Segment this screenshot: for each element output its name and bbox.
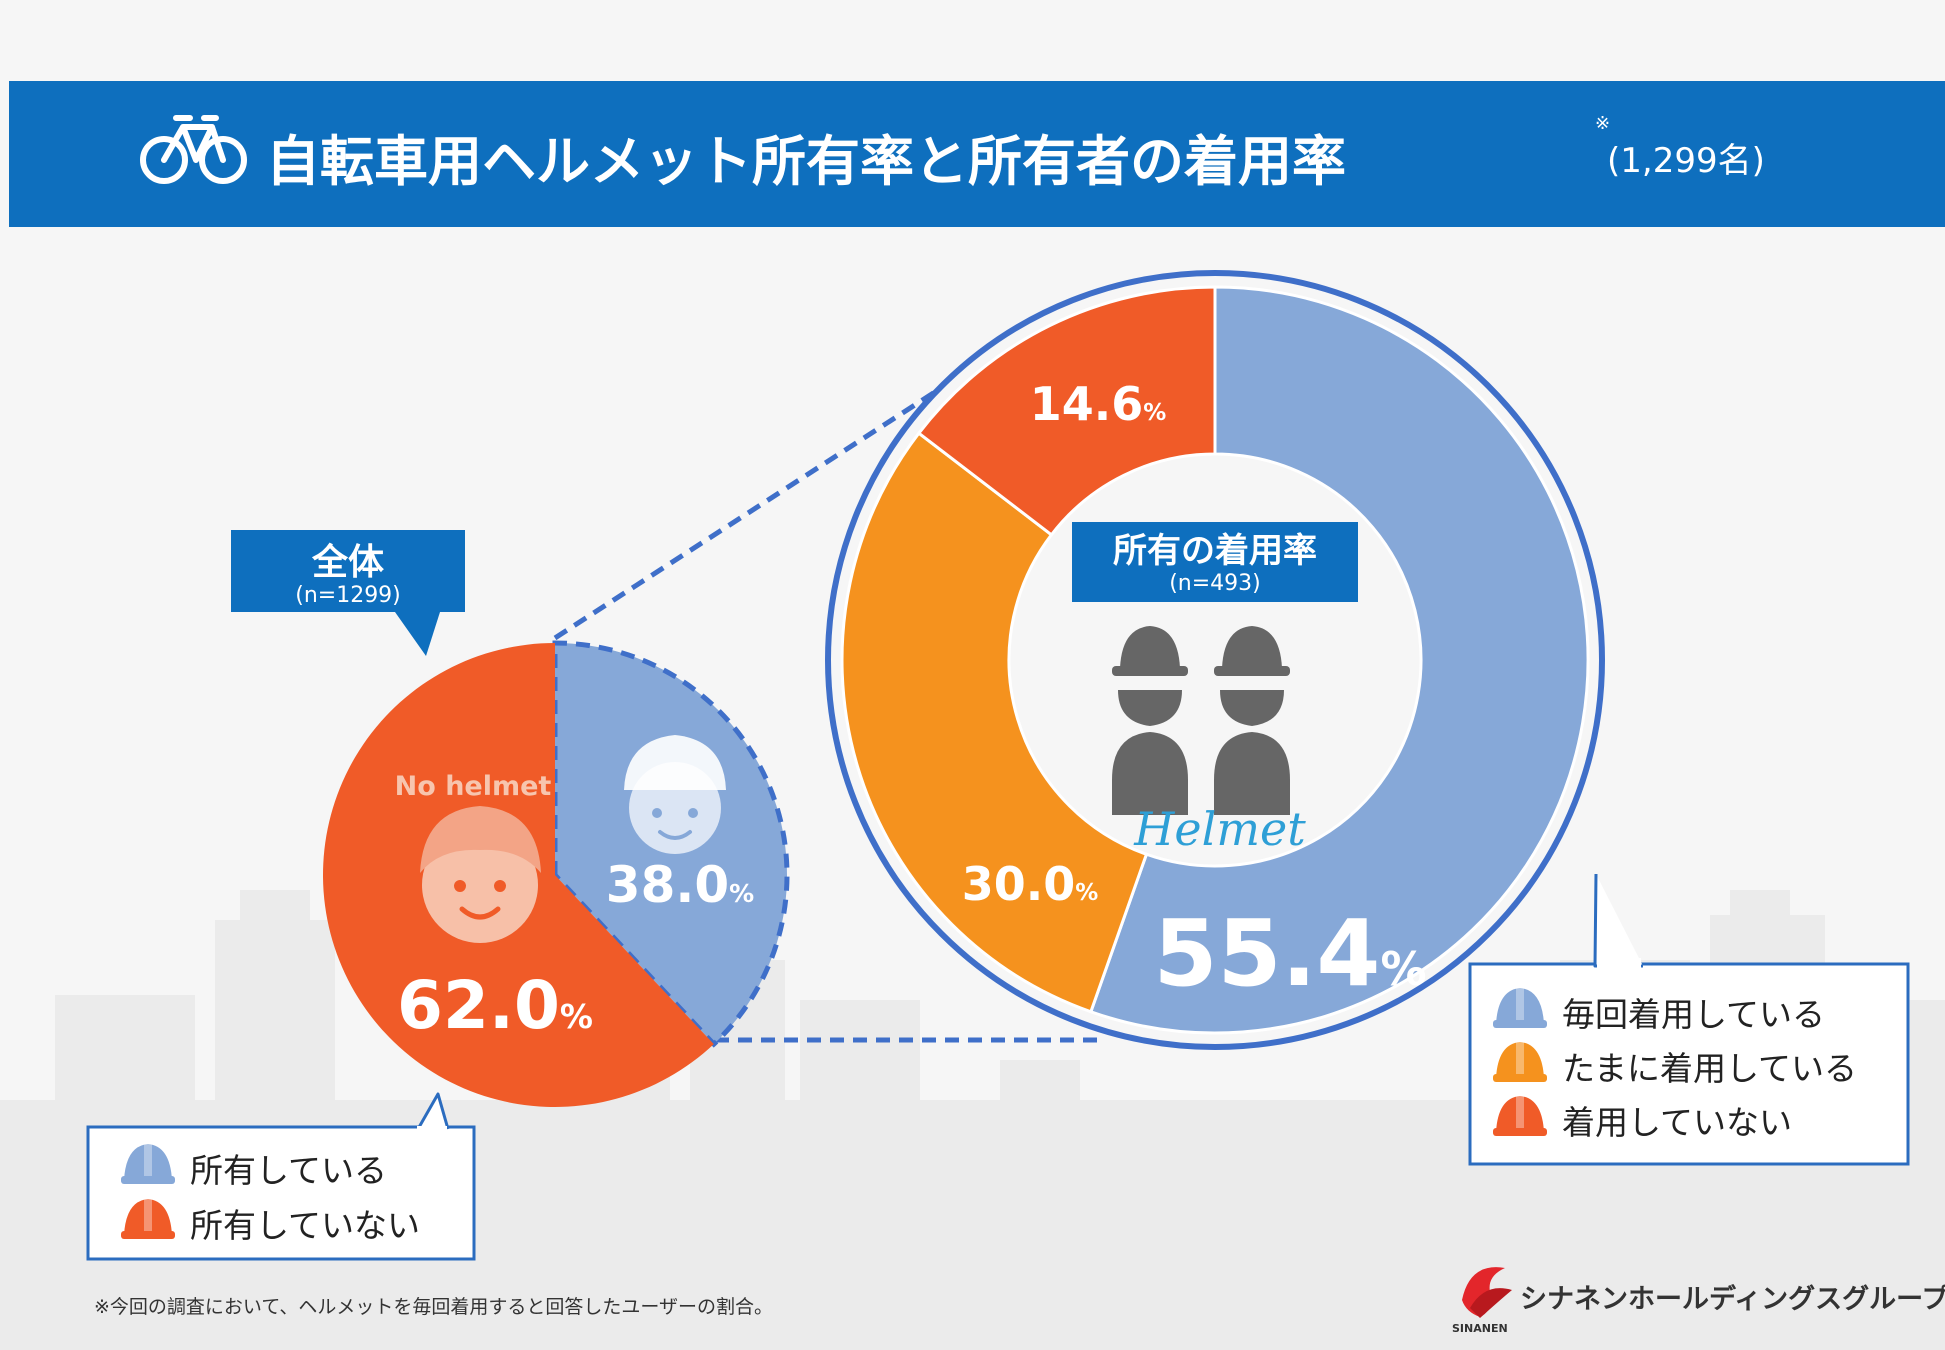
donut-center-label: 所有の着用率 (n=493): [1072, 522, 1358, 602]
donut-outline-ring: [825, 270, 1605, 1050]
wearing-rate-donut-chart: 55.4% 30.0% 14.6%: [840, 285, 1590, 1035]
legend-always-wear-label: 毎回着用している: [1562, 995, 1825, 1034]
never-wear-segment: [916, 285, 1217, 537]
legend-always-wear-helmet-icon: [1493, 988, 1547, 1028]
overall-pie-chart: 38.0%62.0% No helmet: [323, 640, 790, 1107]
owned-percent-label: 38.0%: [606, 856, 754, 914]
footnote: ※今回の調査において、ヘルメットを毎回着用すると回答したユーザーの割合。: [94, 1296, 773, 1318]
sometimes-wear-segment: [840, 431, 1149, 1014]
header-bar: [9, 81, 1945, 227]
no-helmet-face-icon: [420, 806, 541, 943]
not-owned-percent-label: 62.0%: [397, 967, 593, 1044]
legend-sometimes-wear-helmet-icon: [1493, 1042, 1547, 1082]
legend-never-wear-helmet-icon: [1493, 1096, 1547, 1136]
legend-not-owned-helmet-icon: [121, 1199, 175, 1239]
legend-not-owned-label: 所有していない: [190, 1206, 420, 1245]
donut-center-title: 所有の着用率: [1113, 531, 1317, 571]
bicycle-icon: [140, 115, 247, 184]
always-wear-segment: [1088, 285, 1590, 1035]
helmet-face-icon: [624, 735, 726, 854]
brand-sub: SINANEN: [1452, 1322, 1508, 1335]
donut-sample-size: (n=493): [1169, 571, 1261, 596]
overall-sample-size: (n=1299): [295, 583, 401, 608]
title-asterisk: ※: [1595, 113, 1610, 134]
sample-size: (1,299名): [1607, 141, 1765, 181]
overall-label-box: 全体 (n=1299): [231, 530, 465, 656]
legend-sometimes-wear-label: たまに着用している: [1562, 1049, 1857, 1088]
always-wear-percent-label: 55.4%: [1153, 900, 1426, 1007]
overall-label: 全体: [311, 541, 384, 583]
helmet-people-icon: [1112, 626, 1290, 815]
sinanen-logo: SINANEN: [1452, 1267, 1512, 1335]
zoom-connector-lines: [553, 387, 1103, 1043]
never-wear-percent-label: 14.6%: [1030, 377, 1167, 431]
helmet-script-label: Helmet: [1133, 802, 1306, 856]
brand-name: シナネンホールディングスグループ: [1520, 1283, 1945, 1315]
page-title: 自転車用ヘルメット所有率と所有者の着用率: [266, 130, 1346, 193]
no-helmet-label: No helmet: [395, 771, 552, 802]
legend-owned-label: 所有している: [190, 1151, 387, 1190]
sometimes-wear-percent-label: 30.0%: [962, 857, 1099, 911]
legend-never-wear-label: 着用していない: [1562, 1103, 1792, 1142]
legend-owned-helmet-icon: [121, 1144, 175, 1184]
